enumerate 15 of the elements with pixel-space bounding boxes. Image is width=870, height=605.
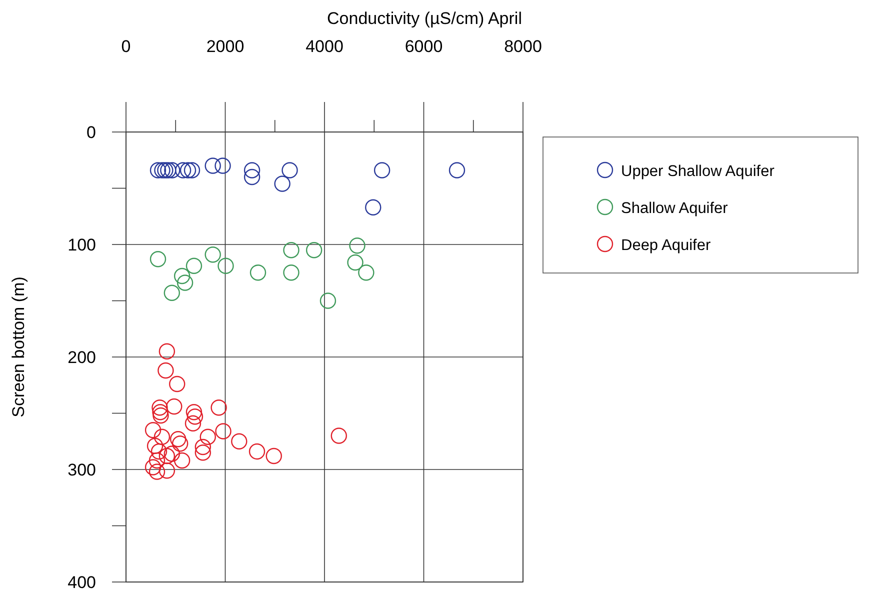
y-tick-label: 300 <box>68 460 96 480</box>
legend-label: Deep Aquifer <box>621 237 711 254</box>
legend-label: Shallow Aquifer <box>621 200 728 217</box>
y-axis-title: Screen bottom (m) <box>9 276 28 418</box>
x-tick-label: 8000 <box>504 37 542 56</box>
x-tick-label: 2000 <box>206 37 244 56</box>
legend-label: Upper Shallow Aquifer <box>621 163 774 180</box>
y-tick-label: 100 <box>68 236 96 254</box>
x-tick-label: 0 <box>121 37 131 56</box>
y-tick-label: 400 <box>68 573 96 592</box>
y-tick-label: 200 <box>68 348 96 367</box>
x-tick-label: 6000 <box>404 37 443 56</box>
x-tick-label: 4000 <box>306 37 344 56</box>
y-tick-label: 0 <box>86 123 96 142</box>
x-axis-title: Conductivity (µS/cm) April <box>327 9 522 28</box>
